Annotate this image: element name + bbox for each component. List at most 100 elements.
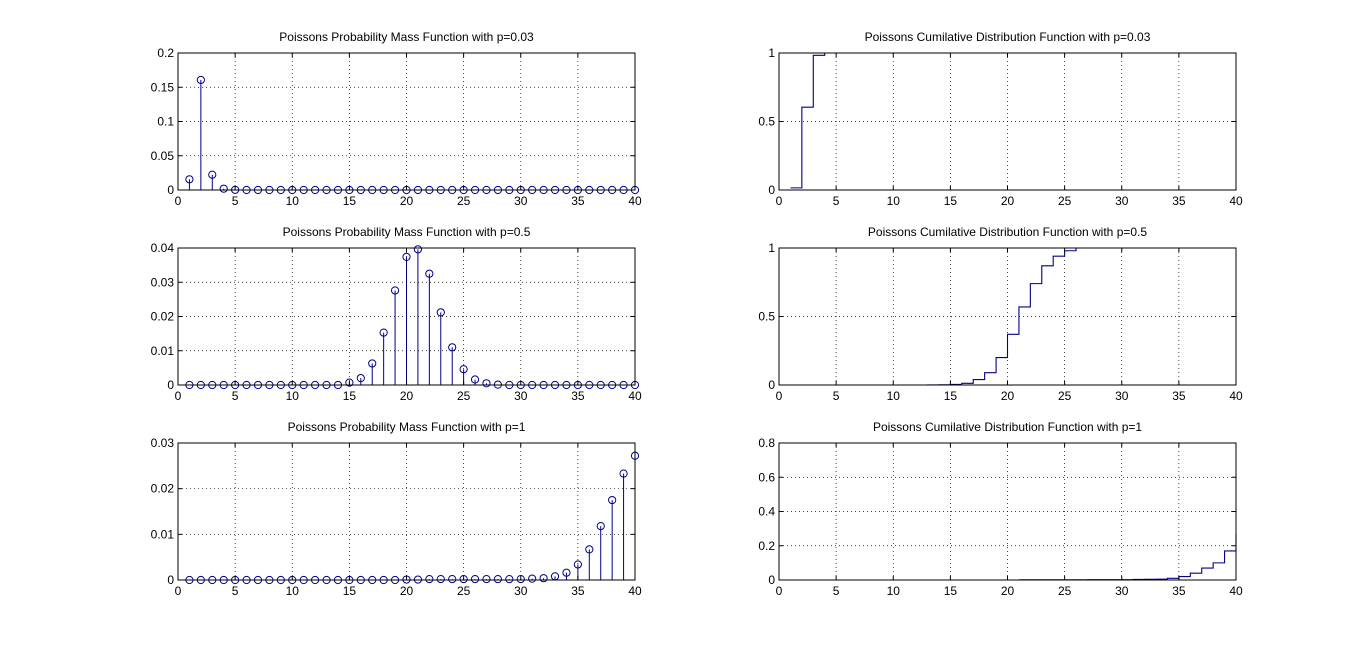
x-tick-label: 40: [1229, 584, 1243, 598]
y-tick-label: 0: [167, 183, 174, 197]
stem-marker: [448, 343, 457, 352]
y-tick-label: 0.04: [151, 241, 175, 255]
x-tick-label: 15: [343, 584, 357, 598]
x-tick-label: 5: [833, 194, 840, 208]
y-tick-label: 0.03: [151, 436, 175, 450]
y-tick-label: 0: [167, 378, 174, 392]
pmf-plot-p1: 0 5 10 15 20 25 30 35 40 0 0.01 0.02 0.03 Poissons Pr…: [151, 420, 642, 598]
x-tick-label: 10: [286, 194, 300, 208]
stem-marker: [219, 184, 228, 193]
stem-marker: [470, 574, 480, 584]
stem-marker: [402, 252, 411, 262]
stem-marker: [185, 175, 194, 184]
x-tick-label: 25: [457, 584, 471, 598]
stem-marker: [482, 379, 491, 388]
stem-marker: [436, 574, 445, 584]
y-tick-label: 0.03: [151, 275, 175, 289]
pmf-plot-p003: 0 5 10 15 20 25 30 35 40 0 0.05 0.1 0.15 0.2 Poissons …: [151, 30, 642, 208]
stem-marker: [368, 359, 377, 368]
stem-marker: [448, 574, 457, 584]
x-tick-label: 40: [628, 194, 642, 208]
stem-marker: [619, 469, 628, 478]
plot-title: Poissons Probability Mass Function with …: [279, 30, 534, 44]
stem-marker: [413, 245, 423, 254]
stem-marker: [356, 374, 365, 383]
stem-marker: [482, 574, 491, 584]
y-tick-label: 0.15: [151, 80, 175, 94]
x-tick-label: 10: [887, 389, 901, 403]
plot-title: Poissons Cumilative Distribution Functio…: [873, 420, 1142, 434]
x-tick-label: 35: [1172, 389, 1186, 403]
y-tick-label: 0.5: [758, 115, 775, 129]
x-tick-label: 20: [400, 194, 414, 208]
y-tick-label: 0.8: [758, 436, 775, 450]
x-tick-label: 10: [887, 194, 901, 208]
x-tick-label: 35: [571, 389, 585, 403]
plot-title: Poissons Probability Mass Function with …: [288, 420, 526, 434]
y-tick-label: 1: [768, 241, 775, 255]
x-tick-label: 40: [1229, 389, 1243, 403]
x-tick-label: 20: [1001, 584, 1015, 598]
y-tick-label: 0: [768, 183, 775, 197]
y-tick-label: 0.5: [758, 310, 775, 324]
x-tick-label: 10: [887, 584, 901, 598]
y-tick-label: 0.01: [151, 344, 175, 358]
x-tick-label: 0: [776, 389, 783, 403]
x-tick-label: 15: [944, 389, 958, 403]
y-tick-label: 0.02: [151, 310, 175, 324]
x-tick-label: 0: [776, 194, 783, 208]
x-tick-label: 15: [944, 584, 958, 598]
y-tick-label: 0: [768, 573, 775, 587]
plot-title: Poissons Cumilative Distribution Functio…: [865, 30, 1151, 44]
y-tick-label: 0.4: [758, 505, 775, 519]
y-tick-label: 0.02: [151, 482, 175, 496]
stem-marker: [585, 545, 594, 554]
plot-title: Poissons Cumilative Distribution Functio…: [868, 225, 1147, 239]
x-tick-label: 10: [286, 389, 300, 403]
y-tick-label: 0.2: [157, 46, 174, 60]
y-tick-label: 0.1: [157, 115, 174, 129]
x-tick-label: 25: [1058, 194, 1072, 208]
stem-marker: [505, 574, 514, 584]
x-tick-label: 25: [457, 389, 471, 403]
stem-marker: [379, 328, 388, 337]
y-tick-label: 0: [768, 378, 775, 392]
x-tick-label: 20: [400, 389, 414, 403]
y-tick-label: 0: [167, 573, 174, 587]
x-tick-label: 25: [1058, 584, 1072, 598]
stem-marker: [196, 75, 205, 85]
y-tick-label: 0.05: [151, 149, 175, 163]
x-tick-label: 5: [232, 194, 239, 208]
stem-marker: [425, 574, 434, 584]
x-tick-label: 30: [514, 584, 528, 598]
x-tick-label: 20: [1001, 389, 1015, 403]
x-tick-label: 5: [232, 584, 239, 598]
x-tick-label: 40: [1229, 194, 1243, 208]
x-tick-label: 15: [343, 194, 357, 208]
x-tick-label: 0: [175, 584, 182, 598]
x-tick-label: 5: [833, 584, 840, 598]
x-tick-label: 0: [776, 584, 783, 598]
x-tick-label: 30: [1115, 389, 1129, 403]
pmf-plot-p05: 0 5 10 15 20 25 30 35 40 0 0.01 0.02 0.03 0.04 Poisson…: [151, 225, 642, 403]
stem-marker: [436, 308, 445, 317]
stem-marker: [470, 375, 480, 384]
x-tick-label: 40: [628, 389, 642, 403]
x-tick-label: 30: [514, 389, 528, 403]
stem-marker: [573, 560, 582, 569]
x-tick-label: 5: [232, 389, 239, 403]
x-tick-label: 35: [571, 194, 585, 208]
stem-marker: [493, 574, 502, 584]
cdf-plot-p003: 0 5 10 15 20 25 30 35 40 0 0.5 1 Poissons Cumilative…: [758, 30, 1243, 208]
stem-marker: [208, 170, 217, 179]
x-tick-label: 20: [1001, 194, 1015, 208]
stem-marker: [516, 574, 525, 584]
x-tick-label: 5: [833, 389, 840, 403]
x-tick-label: 15: [944, 194, 958, 208]
stem-marker: [390, 286, 400, 295]
cdf-plot-p05: 0 5 10 15 20 25 30 35 40 0 0.5 1 Poissons Cumilative…: [758, 225, 1243, 403]
y-tick-label: 0.2: [758, 539, 775, 553]
x-tick-label: 15: [343, 389, 357, 403]
x-tick-label: 35: [571, 584, 585, 598]
